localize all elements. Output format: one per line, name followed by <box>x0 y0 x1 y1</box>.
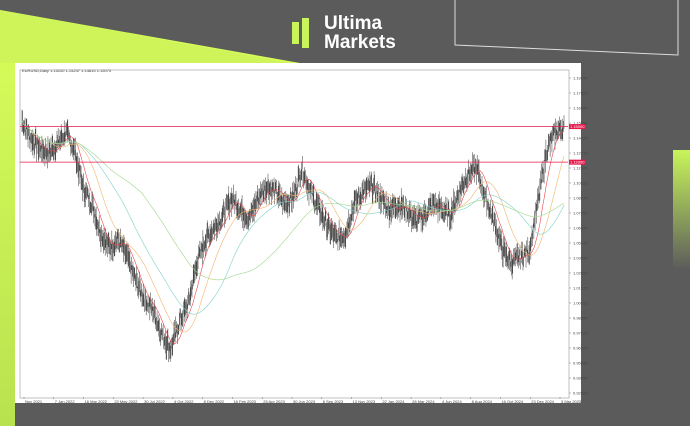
y-tick-label: 0.97575 <box>573 331 588 336</box>
moving-average-line <box>21 120 565 281</box>
x-tick-label: 28 Mar 2024 <box>412 399 435 404</box>
y-tick-label: 0.95050 <box>573 361 588 366</box>
moving-average-line <box>21 120 565 333</box>
y-tick-label: 1.00125 <box>573 301 588 306</box>
plot-frame <box>19 69 570 399</box>
x-tick-label: 30 Jul 2022 <box>144 399 165 404</box>
brand-line1: Ultima <box>324 13 383 34</box>
y-tick-label: 1.01375 <box>573 286 588 291</box>
y-tick-label: 0.92525 <box>573 391 588 396</box>
x-tick-label: 4 Jun 2024 <box>442 399 463 404</box>
x-tick-label: 8 Aug 2024 <box>472 399 493 404</box>
y-tick-label: 1.17825 <box>573 91 588 96</box>
symbol-header: EURUSD,Daily 1.15100 1.15247 1.14815 1.1… <box>22 68 112 73</box>
y-tick-label: 0.93800 <box>573 376 588 381</box>
x-tick-label: 23 Dec 2024 <box>531 399 554 404</box>
x-tick-label: 13 Nov 2023 <box>353 399 376 404</box>
x-tick-label: Nov 2021 <box>25 399 43 404</box>
y-tick-label: 0.98850 <box>573 316 588 321</box>
moving-average-line <box>21 120 565 315</box>
level-price-tag <box>569 124 586 130</box>
x-tick-label: 4 Oct 2022 <box>174 399 194 404</box>
brand-line2: Markets <box>324 32 396 53</box>
x-tick-label: 7 Jan 2022 <box>55 399 76 404</box>
x-tick-label: 6 Sep 2023 <box>323 399 344 404</box>
y-tick-label: 1.08975 <box>573 196 588 201</box>
level-price-label: 1.15000 <box>570 124 585 129</box>
candles <box>21 109 565 363</box>
x-tick-label: 23 May 2022 <box>114 399 138 404</box>
logo-icon <box>292 18 309 48</box>
x-tick-label: 16 Oct 2024 <box>501 399 524 404</box>
x-tick-label: 30 Jun 2023 <box>293 399 316 404</box>
x-tick-label: 25 Apr 2023 <box>263 399 285 404</box>
chart-panel <box>15 63 581 403</box>
y-tick-label: 1.11500 <box>573 166 588 171</box>
y-tick-label: 1.07700 <box>573 211 588 216</box>
level-price-tag <box>569 159 586 165</box>
y-tick-label: 1.02650 <box>573 271 588 276</box>
level-price-label: 1.12000 <box>570 160 585 165</box>
x-tick-label: 3 Mar 2025 <box>561 399 582 404</box>
x-tick-label: 16 Mar 2022 <box>85 399 108 404</box>
x-tick-label: 8 Dec 2022 <box>204 399 225 404</box>
y-tick-label: 1.06430 <box>573 226 588 231</box>
ultima-markets-logo: Ultima Markets <box>292 14 396 52</box>
y-tick-label: 1.16550 <box>573 106 588 111</box>
y-tick-label: 1.05175 <box>573 241 588 246</box>
y-tick-label: 1.03900 <box>573 256 588 261</box>
y-tick-label: 1.14025 <box>573 136 588 141</box>
y-tick-label: 1.12775 <box>573 151 588 156</box>
y-tick-label: 1.10225 <box>573 181 588 186</box>
y-tick-label: 1.15280 <box>573 121 588 126</box>
y-tick-label: 1.19100 <box>573 76 588 81</box>
x-tick-label: 22 Jan 2024 <box>382 399 405 404</box>
x-tick-label: 16 Feb 2023 <box>233 399 256 404</box>
y-tick-label: 0.96325 <box>573 346 588 351</box>
moving-average-line <box>21 120 565 344</box>
